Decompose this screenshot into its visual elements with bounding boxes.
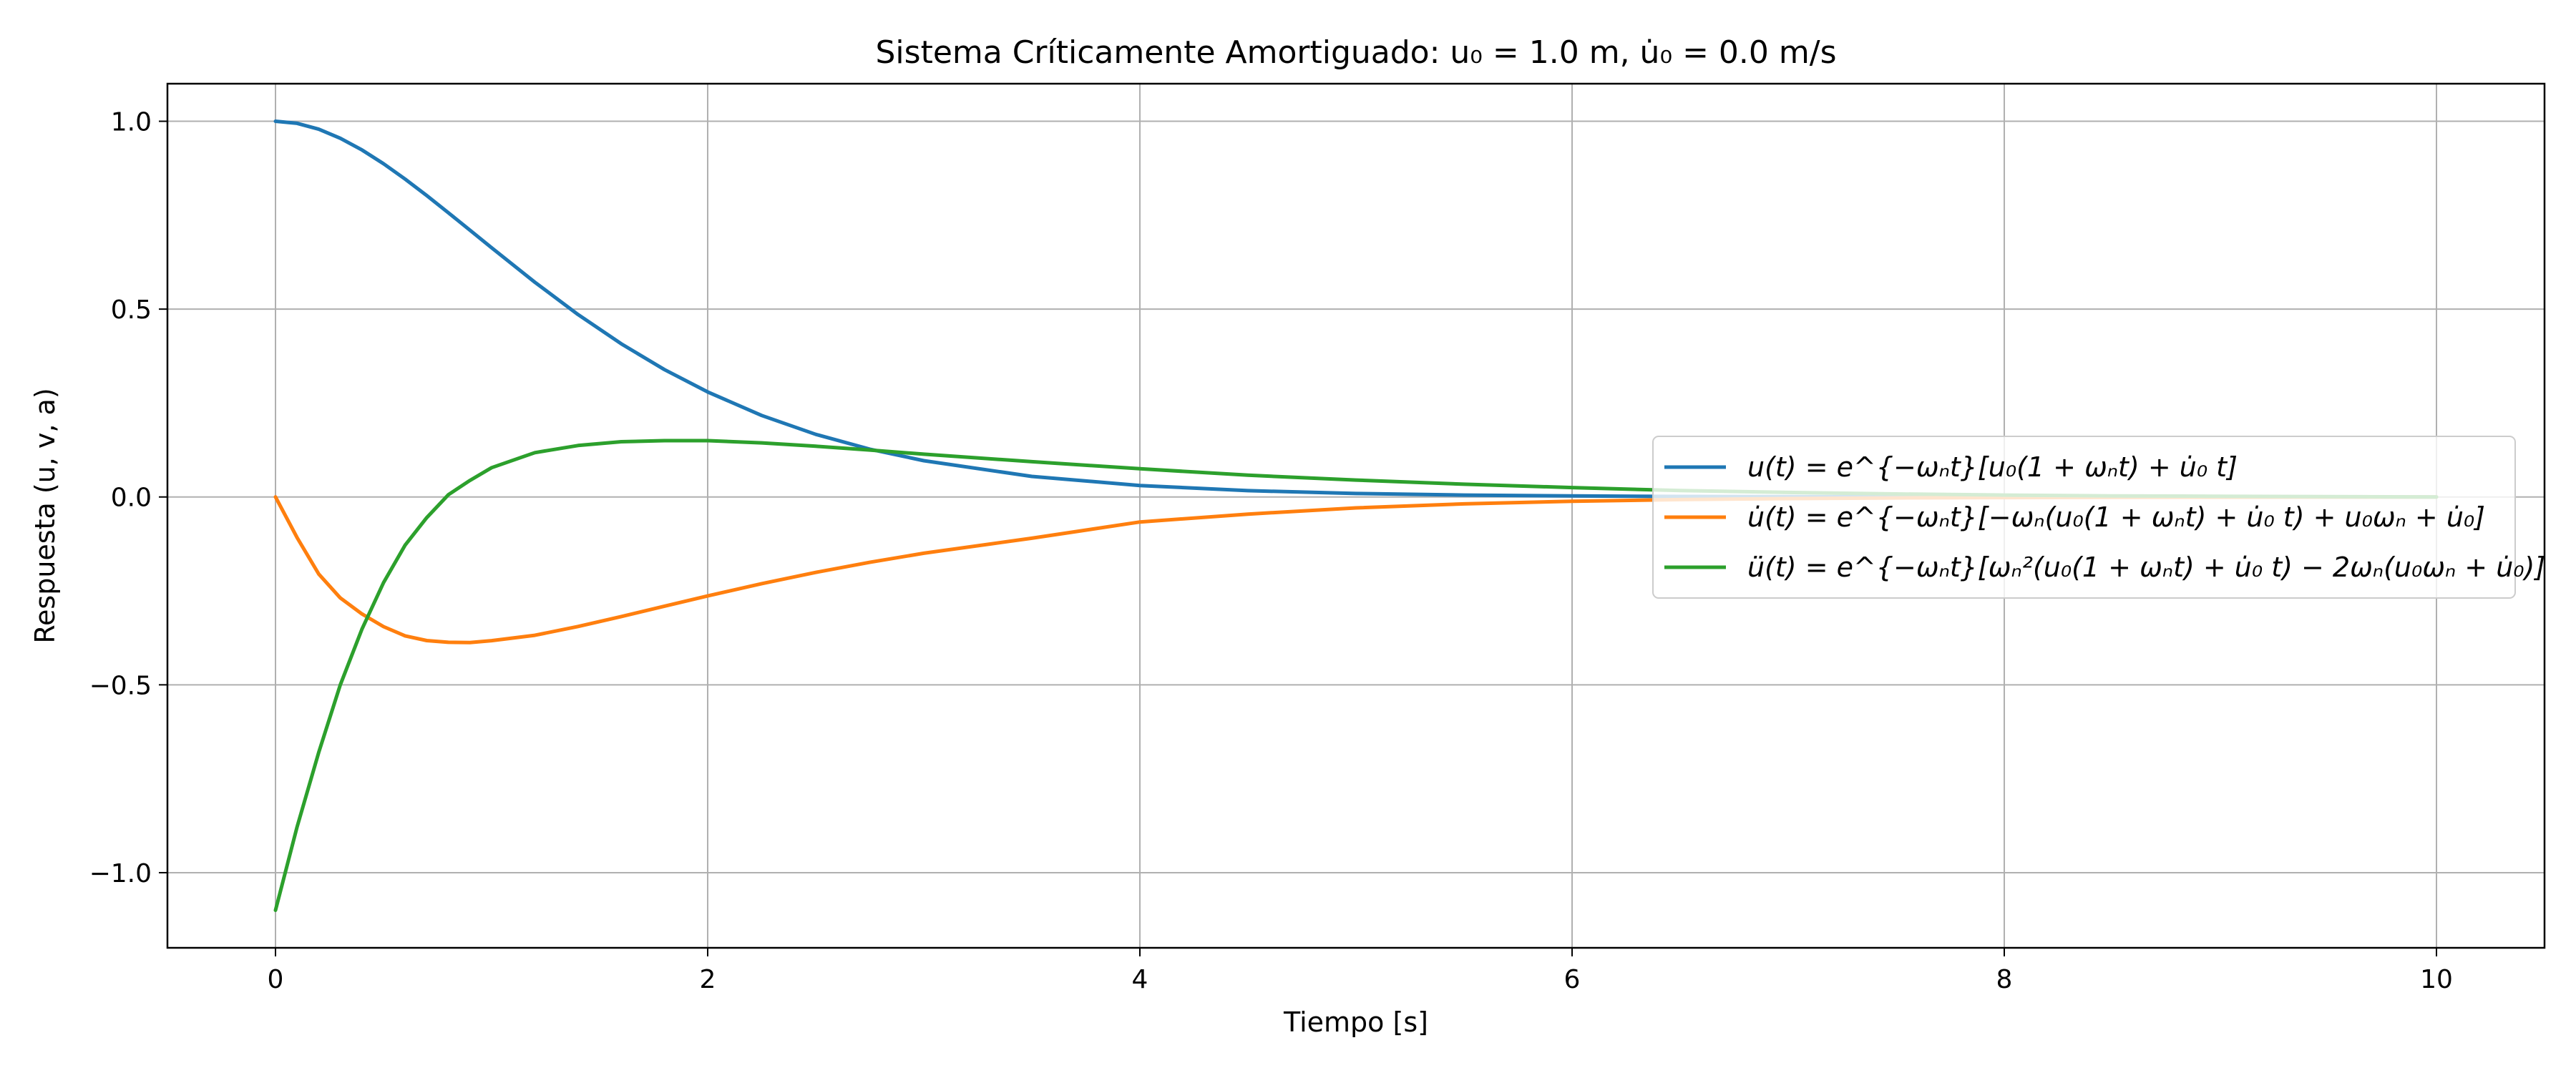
legend-box [1652, 436, 2516, 599]
x-tick-label: 6 [1564, 965, 1581, 994]
y-tick-label: 0.0 [111, 484, 152, 513]
legend-label-1: u̇(t) = e^{−ωₙt}[−ωₙ(u₀(1 + ωₙt) + u̇₀ t… [1747, 501, 2485, 533]
x-tick-label: 8 [1996, 965, 2013, 994]
x-tick-label: 10 [2420, 965, 2453, 994]
y-tick-label: −1.0 [89, 859, 152, 888]
legend-label-2: ü(t) = e^{−ωₙt}[ωₙ²(u₀(1 + ωₙt) + u̇₀ t)… [1747, 552, 2545, 583]
plot-frame [166, 82, 2546, 949]
grid [167, 84, 2545, 948]
chart-title: Sistema Críticamente Amortiguado: u₀ = 1… [876, 34, 1837, 71]
x-tick-label: 2 [700, 965, 716, 994]
x-tick-label: 4 [1132, 965, 1148, 994]
x-axis-label: Tiempo [s] [1283, 1006, 1428, 1038]
ticks: 0 2 4 6 8 10 −1.0 −0.5 0.0 0.5 1.0 [89, 108, 2453, 994]
legend-label-0: u(t) = e^{−ωₙt}[u₀(1 + ωₙt) + u̇₀ t] [1747, 451, 2238, 483]
y-axis-label: Respuesta (u, v, a) [29, 388, 61, 643]
x-tick-label: 0 [268, 965, 284, 994]
legend: u(t) = e^{−ωₙt}[u₀(1 + ωₙt) + u̇₀ t] u̇(t… [1652, 436, 2545, 599]
y-tick-label: −0.5 [89, 671, 152, 700]
y-tick-label: 0.5 [111, 295, 152, 325]
y-tick-label: 1.0 [111, 108, 152, 137]
